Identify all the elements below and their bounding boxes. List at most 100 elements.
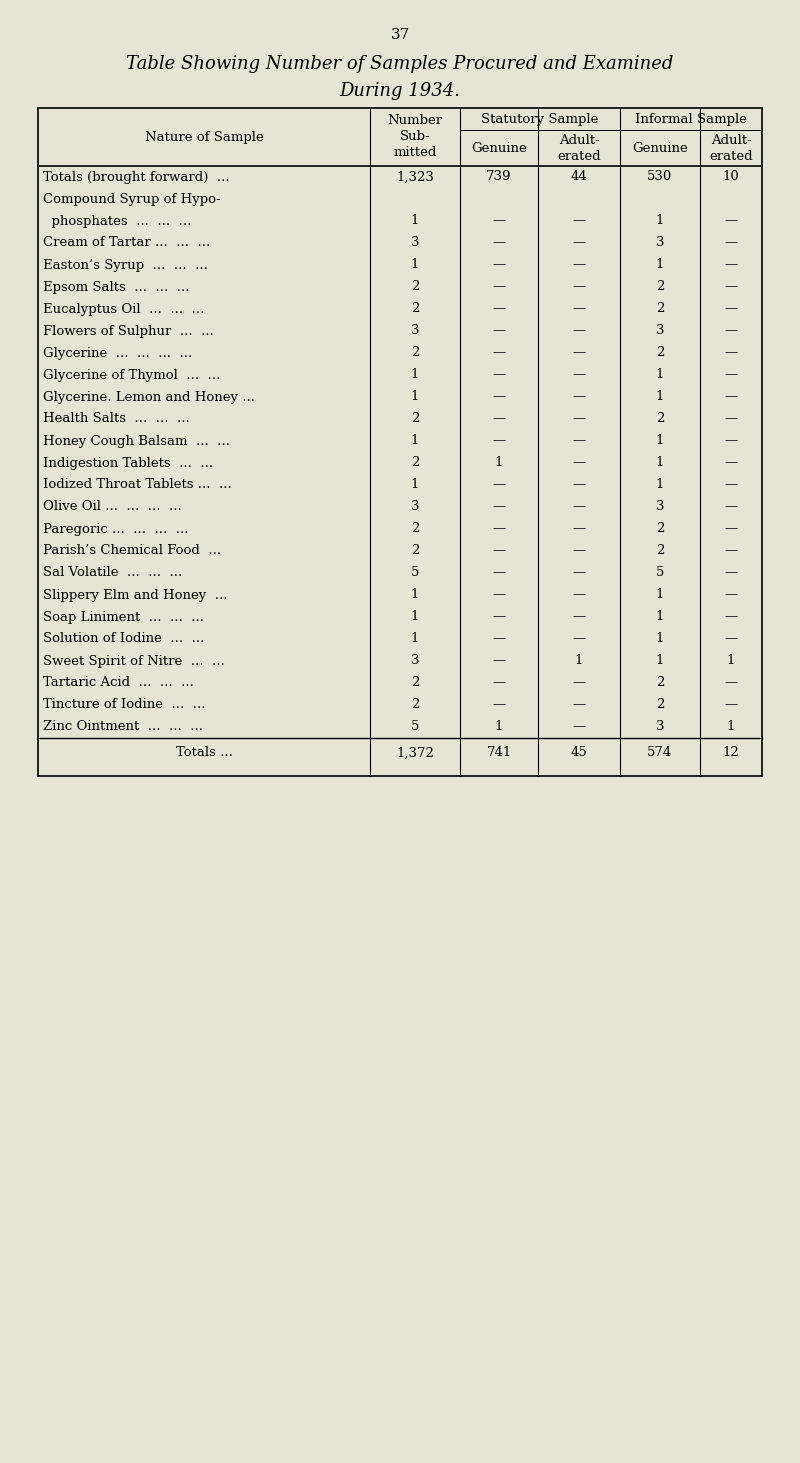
Text: —: —: [724, 632, 738, 645]
Text: —: —: [724, 478, 738, 492]
Text: —: —: [492, 435, 506, 448]
Text: —: —: [572, 391, 586, 404]
Text: 741: 741: [486, 746, 512, 759]
Text: —: —: [724, 413, 738, 426]
Text: Adult-
erated: Adult- erated: [709, 133, 753, 162]
Text: Tincture of Iodine  ...  ...: Tincture of Iodine ... ...: [43, 698, 206, 711]
Text: —: —: [724, 522, 738, 535]
Text: Sal Volatile  ...  ...  ...: Sal Volatile ... ... ...: [43, 566, 182, 579]
Text: 12: 12: [722, 746, 739, 759]
Text: —: —: [572, 369, 586, 382]
Text: —: —: [492, 522, 506, 535]
Text: 3: 3: [656, 237, 664, 250]
Text: —: —: [724, 676, 738, 689]
Text: —: —: [492, 698, 506, 711]
Text: Slippery Elm and Honey  ...: Slippery Elm and Honey ...: [43, 588, 227, 601]
Text: Totals ...: Totals ...: [175, 746, 233, 759]
Text: —: —: [572, 435, 586, 448]
Text: —: —: [724, 435, 738, 448]
Text: 1: 1: [411, 478, 419, 492]
Text: Eucalyptus Oil  ...  ...  ...: Eucalyptus Oil ... ... ...: [43, 303, 204, 316]
Text: —: —: [492, 610, 506, 623]
Text: 3: 3: [656, 325, 664, 338]
Text: 2: 2: [411, 544, 419, 557]
Text: 1: 1: [656, 478, 664, 492]
Text: 3: 3: [656, 720, 664, 733]
Text: Easton’s Syrup  ...  ...  ...: Easton’s Syrup ... ... ...: [43, 259, 208, 272]
Text: —: —: [492, 413, 506, 426]
Text: 2: 2: [656, 544, 664, 557]
Text: 3: 3: [656, 500, 664, 514]
Text: 2: 2: [411, 413, 419, 426]
Text: —: —: [572, 720, 586, 733]
Text: 44: 44: [570, 171, 587, 183]
Text: —: —: [724, 259, 738, 272]
Text: 3: 3: [410, 325, 419, 338]
Text: Glycerine  ...  ...  ...  ...: Glycerine ... ... ... ...: [43, 347, 192, 360]
Text: phosphates  ...  ...  ...: phosphates ... ... ...: [43, 215, 191, 228]
Text: Iodized Throat Tablets ...  ...: Iodized Throat Tablets ... ...: [43, 478, 232, 492]
Text: —: —: [724, 544, 738, 557]
Text: 1: 1: [656, 610, 664, 623]
Text: 5: 5: [411, 720, 419, 733]
Text: —: —: [492, 566, 506, 579]
Text: Honey Cough Balsam  ...  ...: Honey Cough Balsam ... ...: [43, 435, 230, 448]
Text: Glycerine. Lemon and Honey ...: Glycerine. Lemon and Honey ...: [43, 391, 255, 404]
Text: 1: 1: [656, 588, 664, 601]
Text: 3: 3: [410, 500, 419, 514]
Text: 2: 2: [656, 347, 664, 360]
Text: —: —: [572, 215, 586, 228]
Text: —: —: [572, 698, 586, 711]
Text: 1: 1: [411, 215, 419, 228]
Text: —: —: [724, 281, 738, 294]
Text: 2: 2: [656, 698, 664, 711]
Text: 2: 2: [656, 413, 664, 426]
Text: —: —: [724, 610, 738, 623]
Text: Totals (brought forward)  ...: Totals (brought forward) ...: [43, 171, 230, 183]
Text: 1,372: 1,372: [396, 746, 434, 759]
Text: 1: 1: [411, 588, 419, 601]
Text: 1: 1: [411, 369, 419, 382]
Text: —: —: [724, 347, 738, 360]
Text: —: —: [724, 566, 738, 579]
Text: —: —: [572, 500, 586, 514]
Text: Informal Sample: Informal Sample: [635, 113, 747, 126]
Text: 1: 1: [656, 369, 664, 382]
Text: Zinc Ointment  ...  ...  ...: Zinc Ointment ... ... ...: [43, 720, 203, 733]
Text: —: —: [572, 566, 586, 579]
Text: 1: 1: [656, 435, 664, 448]
Text: 1: 1: [575, 654, 583, 667]
Text: 3: 3: [410, 654, 419, 667]
Text: —: —: [724, 588, 738, 601]
Text: 1: 1: [656, 259, 664, 272]
Text: Adult-
erated: Adult- erated: [557, 133, 601, 162]
Text: Olive Oil ...  ...  ...  ...: Olive Oil ... ... ... ...: [43, 500, 182, 514]
Text: 10: 10: [722, 171, 739, 183]
Text: —: —: [492, 391, 506, 404]
Text: 5: 5: [656, 566, 664, 579]
Text: 1: 1: [656, 654, 664, 667]
Text: 1: 1: [411, 435, 419, 448]
Text: Cream of Tartar ...  ...  ...: Cream of Tartar ... ... ...: [43, 237, 210, 250]
Text: Soap Liniment  ...  ...  ...: Soap Liniment ... ... ...: [43, 610, 204, 623]
Text: —: —: [572, 281, 586, 294]
Text: —: —: [572, 676, 586, 689]
Text: —: —: [572, 303, 586, 316]
Text: 5: 5: [411, 566, 419, 579]
Text: 2: 2: [411, 281, 419, 294]
Text: —: —: [572, 347, 586, 360]
Text: —: —: [492, 500, 506, 514]
Text: —: —: [572, 610, 586, 623]
Text: 1: 1: [656, 632, 664, 645]
Text: Genuine: Genuine: [471, 142, 527, 155]
Text: —: —: [492, 676, 506, 689]
Text: 1: 1: [411, 259, 419, 272]
Text: Table Showing Number of Samples Procured and Examined: Table Showing Number of Samples Procured…: [126, 56, 674, 73]
Text: —: —: [492, 654, 506, 667]
Text: —: —: [492, 544, 506, 557]
Text: 1: 1: [656, 215, 664, 228]
Text: 1: 1: [727, 720, 735, 733]
Text: Sweet Spirit of Nitre  ...  ...: Sweet Spirit of Nitre ... ...: [43, 654, 225, 667]
Text: —: —: [724, 237, 738, 250]
Text: —: —: [572, 522, 586, 535]
